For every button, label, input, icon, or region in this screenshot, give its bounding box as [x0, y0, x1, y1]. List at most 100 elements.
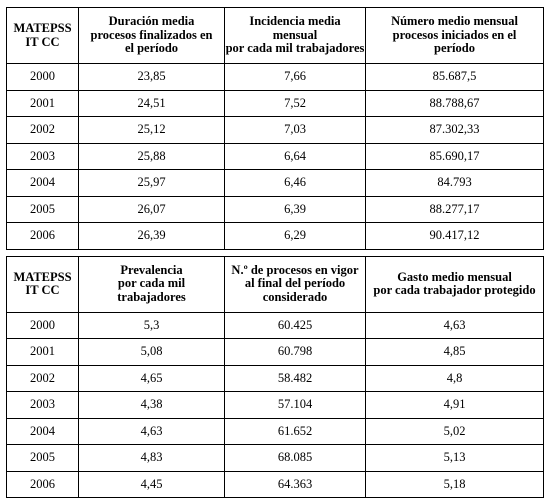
value-cell-col1: 25,97	[78, 169, 225, 197]
column-header-prevalencia: Prevalencia por cada mil trabajadores	[78, 255, 225, 313]
value-cell-col1: 24,51	[78, 89, 225, 117]
value-cell-col2: 60.798	[224, 338, 366, 366]
year-cell: 2004	[6, 169, 79, 197]
table-row: 2003 4,38 57.104 4,91	[6, 391, 544, 419]
column-title: Gasto medio mensual	[397, 269, 512, 284]
value-cell-col1: 25,88	[78, 142, 225, 170]
value-cell-col3: 87.302,33	[365, 116, 544, 144]
year-cell: 2003	[6, 391, 79, 419]
value-cell-col3: 4,8	[365, 364, 544, 392]
year-cell: 2004	[6, 417, 79, 445]
column-subtitle: procesos iniciados en el	[392, 27, 517, 42]
year-cell: 2005	[6, 444, 79, 472]
value-cell-col1: 5,3	[78, 311, 225, 339]
table-section-2: MATEPSS IT CC Prevalencia por cada mil t…	[6, 255, 544, 313]
value-cell-col2: 57.104	[224, 391, 366, 419]
value-cell-col1: 23,85	[78, 63, 225, 91]
value-cell-col1: 4,38	[78, 391, 225, 419]
column-subtitle: trabajadores	[117, 289, 186, 304]
table-row: 2006 26,39 6,29 90.417,12	[6, 222, 544, 250]
corner-header: MATEPSS IT CC	[6, 255, 79, 313]
table-section-2-rows: 2000 5,3 60.425 4,63 2001 5,08 60.798 4,85 2002 4…	[6, 311, 544, 498]
value-cell-col2: 58.482	[224, 364, 366, 392]
value-cell-col1: 4,63	[78, 417, 225, 445]
column-title: mensual	[272, 27, 318, 42]
table-row: 2002 4,65 58.482 4,8	[6, 364, 544, 392]
value-cell-col2: 7,66	[224, 63, 366, 91]
table-row: 2001 24,51 7,52 88.788,67	[6, 89, 544, 117]
value-cell-col3: 84.793	[365, 169, 544, 197]
value-cell-col3: 88.788,67	[365, 89, 544, 117]
column-header-procesos-en-vigor: N.º de procesos en vigor al final del pe…	[224, 255, 366, 313]
header-row: MATEPSS IT CC Prevalencia por cada mil t…	[6, 255, 544, 313]
table-row: 2000 23,85 7,66 85.687,5	[6, 63, 544, 91]
value-cell-col1: 25,12	[78, 116, 225, 144]
column-header-duracion: Duración media procesos finalizados en e…	[78, 7, 225, 64]
year-cell: 2000	[6, 311, 79, 339]
value-cell-col3: 5,02	[365, 417, 544, 445]
value-cell-col1: 4,83	[78, 444, 225, 472]
column-subtitle: procesos finalizados en	[90, 27, 213, 42]
table-row: 2006 4,45 64.363 5,18	[6, 470, 544, 498]
column-subtitle: período	[434, 41, 475, 56]
column-subtitle: considerado	[262, 289, 328, 304]
table-row: 2004 25,97 6,46 84.793	[6, 169, 544, 197]
corner-line-1: MATEPSS	[13, 21, 72, 35]
value-cell-col2: 7,52	[224, 89, 366, 117]
table-row: 2002 25,12 7,03 87.302,33	[6, 116, 544, 144]
value-cell-col1: 26,39	[78, 222, 225, 250]
column-title: Incidencia media	[249, 14, 341, 29]
value-cell-col3: 90.417,12	[365, 222, 544, 250]
corner-line-1: MATEPSS	[13, 269, 72, 284]
table-row: 2005 4,83 68.085 5,13	[6, 444, 544, 472]
table-section-1: MATEPSS IT CC Duración media procesos fi…	[6, 7, 544, 64]
value-cell-col3: 4,63	[365, 311, 544, 339]
value-cell-col1: 4,45	[78, 470, 225, 498]
year-cell: 2005	[6, 195, 79, 223]
column-subtitle: el período	[124, 41, 179, 56]
column-title: Número medio mensual	[391, 14, 518, 29]
section-spacer	[6, 248, 544, 257]
value-cell-col1: 26,07	[78, 195, 225, 223]
value-cell-col2: 6,29	[224, 222, 366, 250]
table-row: 2004 4,63 61.652 5,02	[6, 417, 544, 445]
table-row: 2001 5,08 60.798 4,85	[6, 338, 544, 366]
table-row: 2000 5,3 60.425 4,63	[6, 311, 544, 339]
column-header-incidencia: Incidencia media mensual por cada mil tr…	[224, 7, 366, 64]
year-cell: 2000	[6, 63, 79, 91]
value-cell-col3: 85.687,5	[365, 63, 544, 91]
column-subtitle: por cada mil	[117, 276, 186, 291]
corner-line-2: IT CC	[25, 283, 60, 297]
value-cell-col2: 6,64	[224, 142, 366, 170]
value-cell-col2: 60.425	[224, 311, 366, 339]
value-cell-col1: 5,08	[78, 338, 225, 366]
year-cell: 2006	[6, 222, 79, 250]
column-subtitle: por cada trabajador protegido	[373, 283, 536, 297]
value-cell-col2: 61.652	[224, 417, 366, 445]
column-title: Prevalencia	[120, 262, 183, 277]
value-cell-col3: 88.277,17	[365, 195, 544, 223]
value-cell-col3: 85.690,17	[365, 142, 544, 170]
value-cell-col2: 68.085	[224, 444, 366, 472]
year-cell: 2001	[6, 89, 79, 117]
value-cell-col2: 64.363	[224, 470, 366, 498]
table-gap	[6, 248, 544, 257]
value-cell-col3: 4,85	[365, 338, 544, 366]
value-cell-col3: 5,13	[365, 444, 544, 472]
value-cell-col2: 7,03	[224, 116, 366, 144]
column-title: N.º de procesos en vigor	[231, 262, 359, 277]
year-cell: 2006	[6, 470, 79, 498]
year-cell: 2002	[6, 364, 79, 392]
table-row: 2005 26,07 6,39 88.277,17	[6, 195, 544, 223]
column-header-gasto-medio: Gasto medio mensual por cada trabajador …	[365, 255, 544, 313]
corner-header: MATEPSS IT CC	[6, 7, 79, 64]
statistics-table: MATEPSS IT CC Duración media procesos fi…	[6, 7, 544, 498]
column-title: Duración media	[108, 14, 195, 29]
value-cell-col1: 4,65	[78, 364, 225, 392]
year-cell: 2002	[6, 116, 79, 144]
table-row: 2003 25,88 6,64 85.690,17	[6, 142, 544, 170]
year-cell: 2001	[6, 338, 79, 366]
year-cell: 2003	[6, 142, 79, 170]
column-subtitle: por cada mil trabajadores	[225, 41, 365, 56]
